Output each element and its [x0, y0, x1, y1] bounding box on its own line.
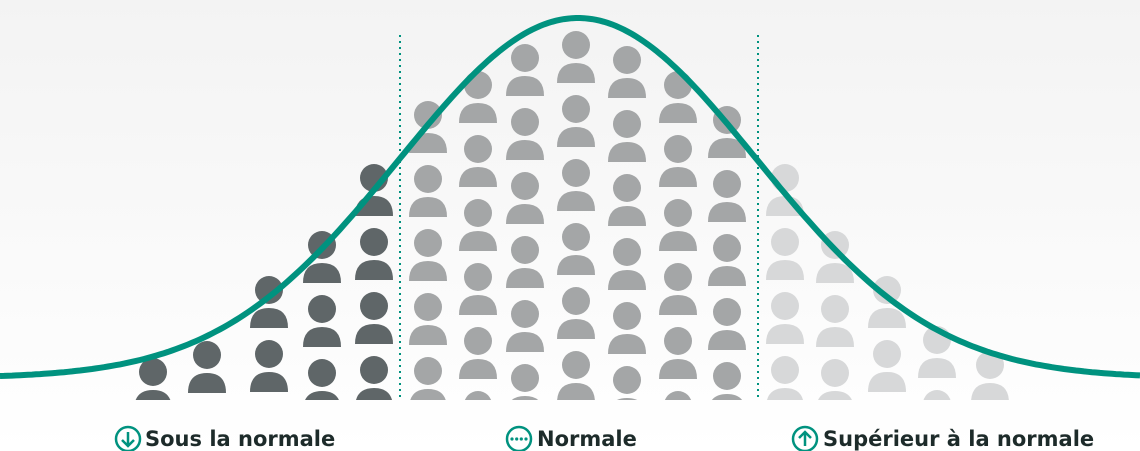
person-icon	[971, 351, 1009, 400]
person-icon	[818, 359, 852, 400]
icon	[791, 425, 819, 451]
person-icon	[557, 95, 595, 147]
person-icon	[356, 356, 392, 400]
bell-curve	[0, 15, 1140, 379]
person-icon	[659, 199, 697, 251]
person-icon	[712, 362, 742, 400]
person-icon	[506, 44, 544, 96]
person-icon	[188, 341, 226, 393]
person-icon	[506, 172, 544, 224]
person-icon	[557, 351, 595, 400]
person-icon	[557, 159, 595, 211]
person-icon	[135, 358, 171, 400]
person-icon	[767, 356, 803, 400]
person-icon	[608, 46, 646, 98]
person-icon	[511, 364, 539, 400]
person-icon	[410, 357, 446, 400]
icon	[505, 425, 533, 451]
person-icon	[659, 135, 697, 187]
person-icon	[459, 199, 497, 251]
person-icon	[868, 276, 906, 328]
person-icon	[557, 223, 595, 275]
person-icon	[464, 391, 492, 400]
person-icon	[506, 236, 544, 288]
person-icon	[708, 298, 746, 350]
person-icon	[664, 391, 692, 400]
person-icon	[409, 293, 447, 345]
person-icon	[608, 238, 646, 290]
icon-arrow	[121, 432, 135, 448]
legend-normal: Normale	[505, 425, 637, 451]
person-icon	[250, 276, 288, 328]
person-icon	[557, 31, 595, 83]
person-icon	[305, 359, 339, 400]
person-icon	[303, 295, 341, 347]
person-icon	[459, 327, 497, 379]
icon-dots	[510, 437, 528, 441]
person-icon	[659, 327, 697, 379]
legend-above: Supérieur à la normale	[791, 425, 1094, 451]
legend-below: Sous la normale	[114, 425, 335, 451]
person-icon	[766, 228, 804, 280]
person-icon	[506, 108, 544, 160]
person-icon	[708, 234, 746, 286]
icon	[114, 425, 142, 451]
person-icon	[409, 165, 447, 217]
person-icon	[506, 300, 544, 352]
person-icon	[613, 366, 641, 400]
label: Normale	[537, 427, 637, 451]
person-icon	[557, 287, 595, 339]
icon-arrow	[798, 430, 812, 446]
person-icon	[816, 295, 854, 347]
person-icon	[459, 263, 497, 315]
person-icon	[659, 263, 697, 315]
person-icon	[608, 110, 646, 162]
people-group	[135, 31, 1009, 400]
person-icon	[766, 292, 804, 344]
person-icon	[409, 229, 447, 281]
label: Supérieur à la normale	[823, 427, 1094, 451]
person-icon	[923, 390, 951, 400]
label: Sous la normale	[145, 427, 335, 451]
person-icon	[608, 174, 646, 226]
person-icon	[250, 340, 288, 392]
person-icon	[459, 135, 497, 187]
person-icon	[355, 292, 393, 344]
person-icon	[355, 228, 393, 280]
person-icon	[608, 302, 646, 354]
person-icon	[868, 340, 906, 392]
person-icon	[708, 170, 746, 222]
